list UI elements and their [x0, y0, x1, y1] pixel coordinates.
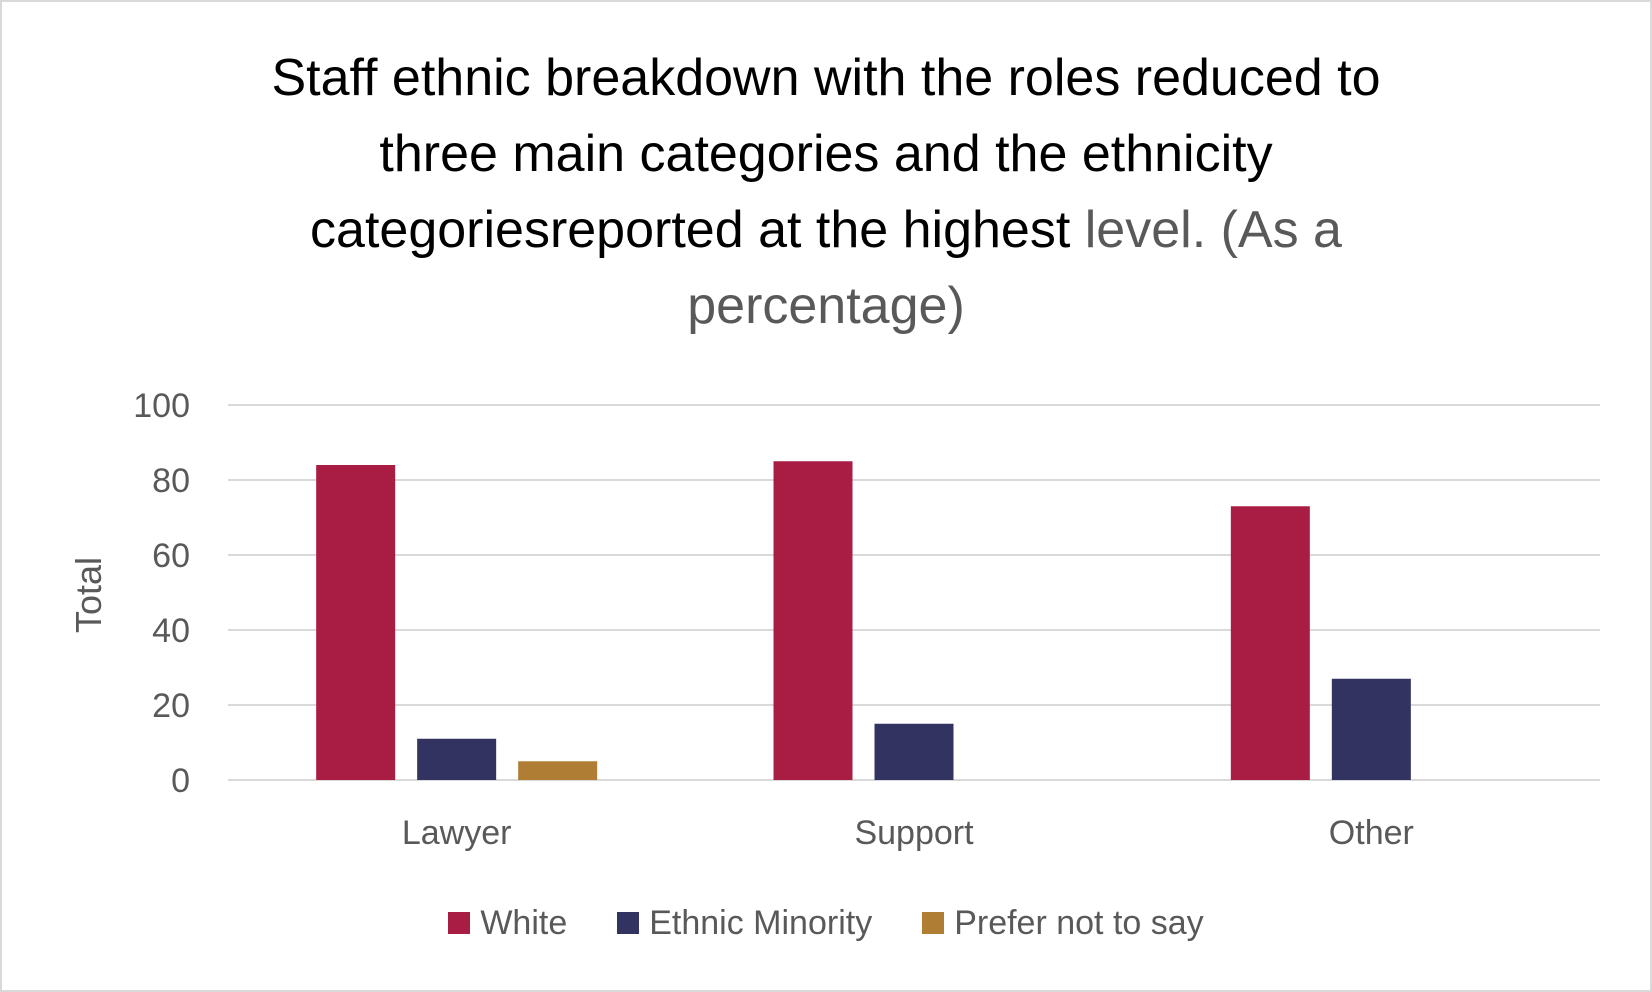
y-tick-label: 40	[152, 612, 190, 650]
chart-title: Staff ethnic breakdown with the roles re…	[120, 40, 1532, 344]
y-axis-label: Total	[68, 557, 109, 633]
legend-item: Ethnic Minority	[617, 904, 872, 943]
legend-item: White	[448, 904, 567, 943]
legend-swatch	[448, 912, 471, 934]
bars	[316, 461, 1411, 780]
bar-support-ethnic-minority	[874, 723, 954, 780]
title-line-3: categoriesreported at the highest level.…	[120, 192, 1532, 268]
y-tick-label: 80	[152, 462, 190, 500]
bar-other-ethnic-minority	[1331, 678, 1411, 780]
bar-support-white	[773, 461, 853, 780]
y-tick-label: 100	[133, 387, 190, 425]
x-tick-label: Lawyer	[402, 814, 512, 852]
legend-label: Prefer not to say	[954, 903, 1204, 942]
bar-other-white	[1230, 506, 1310, 780]
title-line-2: three main categories and the ethnicity	[379, 125, 1273, 183]
x-tick-labels: Lawyer Support Other	[402, 814, 1414, 852]
title-line-4: percentage)	[687, 277, 965, 335]
title-line-3-muted: level. (As a	[1084, 201, 1342, 259]
bar-lawyer-white	[316, 465, 396, 780]
legend-label: Ethnic Minority	[649, 903, 873, 942]
legend-item: Prefer not to say	[922, 903, 1204, 943]
legend-swatch	[922, 912, 945, 934]
y-tick-label: 0	[171, 762, 190, 800]
x-tick-label: Support	[854, 814, 974, 852]
title-line-3-dark: categoriesreported at the highest	[310, 201, 1085, 259]
legend-label: White	[480, 903, 568, 942]
bar-lawyer-ethnic-minority	[417, 738, 497, 780]
y-tick-labels: 0 20 40 60 80 100	[133, 387, 190, 800]
y-tick-label: 60	[152, 537, 190, 575]
bar-lawyer-prefer-not-to-say	[518, 761, 598, 780]
legend-swatch	[617, 912, 640, 934]
legend: White Ethnic Minority Prefer not to say	[0, 898, 1652, 948]
title-line-1: Staff ethnic breakdown with the roles re…	[271, 49, 1381, 107]
y-tick-label: 20	[152, 687, 190, 725]
x-tick-label: Other	[1329, 814, 1414, 852]
